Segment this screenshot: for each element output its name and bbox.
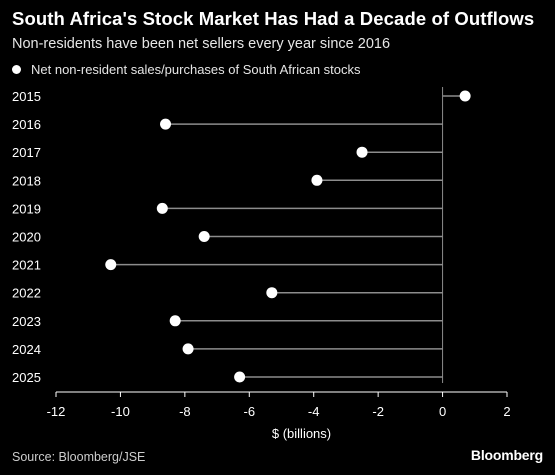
chart-title: South Africa's Stock Market Has Had a De… xyxy=(12,8,535,29)
year-label-2017: 2017 xyxy=(12,145,41,160)
year-label-2016: 2016 xyxy=(12,117,41,132)
legend-label: Net non-resident sales/purchases of Sout… xyxy=(31,62,361,77)
x-tick-label-0: 0 xyxy=(439,404,446,419)
year-label-2020: 2020 xyxy=(12,230,41,245)
x-tick-label--6: -6 xyxy=(244,404,256,419)
data-point-2023 xyxy=(169,315,181,327)
data-point-2025 xyxy=(234,371,246,383)
data-point-2024 xyxy=(182,343,194,355)
year-label-2025: 2025 xyxy=(12,370,41,385)
year-label-2021: 2021 xyxy=(12,258,41,273)
year-label-2022: 2022 xyxy=(12,286,41,301)
x-tick-label--10: -10 xyxy=(111,404,130,419)
data-point-2016 xyxy=(160,118,172,130)
x-tick-label-2: 2 xyxy=(503,404,510,419)
data-point-2015 xyxy=(459,90,471,102)
data-point-2020 xyxy=(198,231,210,242)
year-label-2024: 2024 xyxy=(12,342,41,357)
chart-subtitle: Non-residents have been net sellers ever… xyxy=(12,36,391,52)
year-label-2018: 2018 xyxy=(12,173,41,188)
year-label-2019: 2019 xyxy=(12,201,41,216)
legend: Net non-resident sales/purchases of Sout… xyxy=(12,62,361,77)
data-point-2017 xyxy=(356,146,368,158)
source-note: Source: Bloomberg/JSE xyxy=(12,450,146,464)
x-tick-label--8: -8 xyxy=(179,404,191,419)
bloomberg-logo: Bloomberg xyxy=(470,447,543,463)
x-tick-label--4: -4 xyxy=(308,404,320,419)
year-label-2023: 2023 xyxy=(12,314,41,329)
data-point-2022 xyxy=(266,287,278,299)
data-point-2021 xyxy=(105,259,117,271)
x-tick-label--2: -2 xyxy=(372,404,384,419)
year-label-2015: 2015 xyxy=(12,89,41,104)
data-point-2019 xyxy=(156,202,168,214)
data-point-2018 xyxy=(311,174,323,186)
legend-marker-icon xyxy=(12,65,21,74)
x-tick-label--12: -12 xyxy=(47,404,66,419)
x-axis-title: $ (billions) xyxy=(272,426,331,441)
